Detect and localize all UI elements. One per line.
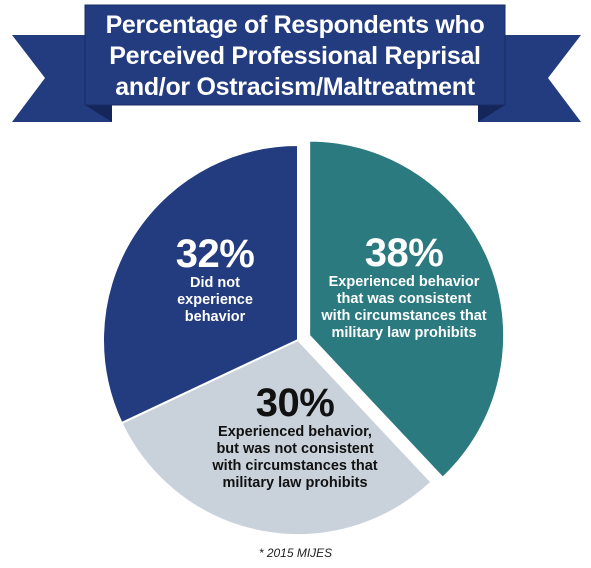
footnote: * 2015 MIJES [258, 546, 333, 560]
pie-slice-consistent [308, 139, 506, 480]
pie-slice-not-consistent [120, 338, 433, 536]
banner-left-fold [85, 105, 112, 122]
slice-desc-not-consistent-line-3: with circumstances that [212, 458, 378, 474]
slice-label-not-consistent: 30% Experienced behavior, but was not co… [185, 382, 405, 492]
slice-desc-not-consistent-line-2: but was not consistent [216, 441, 374, 457]
slice-pct-not-consistent: 30% [255, 381, 335, 425]
slice-label-consistent: 38% Experienced behavior that was consis… [294, 232, 514, 342]
chart-title-line-3: and/or Ostracism/Maltreatment [115, 73, 475, 101]
slice-desc-not-experienced-line-1: Did not [190, 275, 240, 291]
slice-desc-consistent-line-1: Experienced behavior [328, 274, 480, 290]
slice-desc-consistent-line-2: that was consistent [336, 291, 472, 307]
slice-desc-consistent-line-4: military law prohibits [331, 325, 477, 341]
banner-right-fold [478, 105, 505, 122]
slice-label-not-experienced: 32% Did not experience behavior [150, 233, 280, 326]
chart-title: Percentage of Respondents who Perceived … [95, 10, 495, 106]
banner-main [84, 4, 506, 106]
slice-desc-not-consistent-line-4: military law prohibits [222, 475, 368, 491]
pie-slice-not-experienced [102, 143, 299, 425]
slice-pct-not-experienced: 32% [175, 232, 255, 276]
slice-desc-not-experienced-line-3: behavior [184, 309, 246, 325]
slice-pct-consistent: 38% [364, 231, 444, 275]
slice-desc-not-consistent-line-1: Experienced behavior, [218, 424, 372, 440]
title-banner [12, 4, 581, 122]
chart-title-line-2: Perceived Professional Reprisal [109, 42, 481, 70]
slice-desc-consistent-line-3: with circumstances that [321, 308, 487, 324]
chart-title-line-1: Percentage of Respondents who [105, 11, 485, 39]
slice-desc-not-experienced-line-2: experience [177, 292, 253, 308]
